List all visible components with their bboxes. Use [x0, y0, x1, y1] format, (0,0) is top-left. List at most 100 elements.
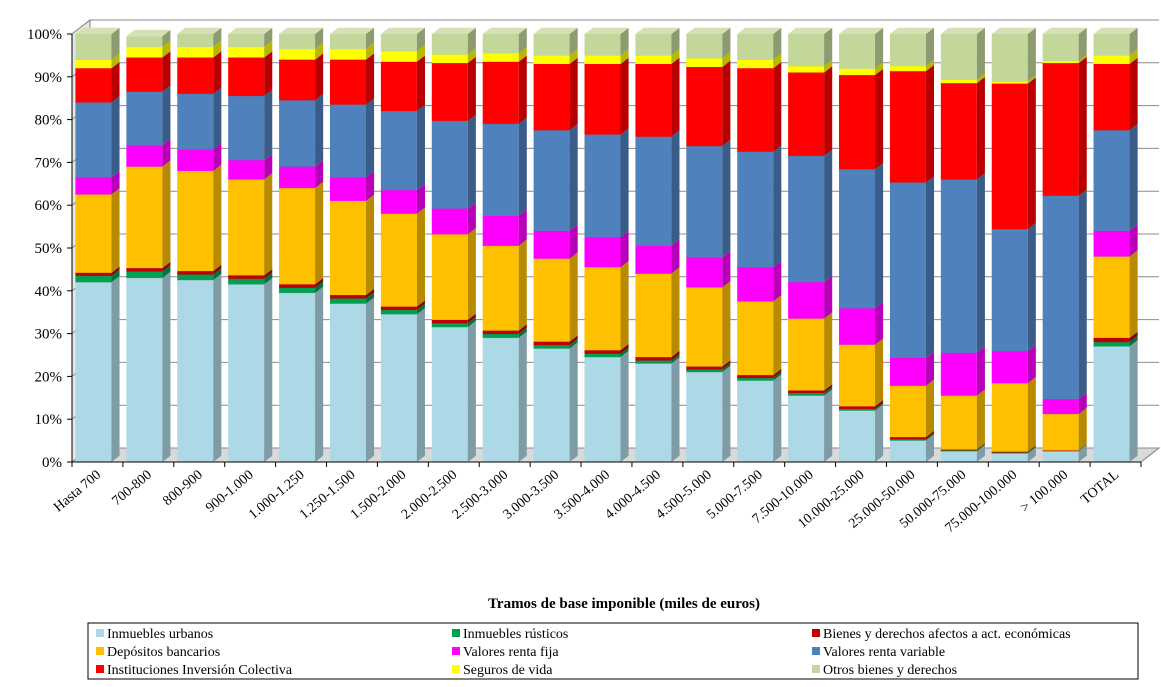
- bar-segment: [279, 53, 323, 100]
- x-tick-label: 2.500-3.000: [450, 468, 511, 523]
- bar-front: [635, 361, 671, 364]
- bar-front: [177, 58, 213, 94]
- y-tick-label: 60%: [35, 198, 63, 214]
- bar-side: [1028, 77, 1036, 229]
- bar-segment: [432, 57, 476, 121]
- bar-front: [330, 105, 366, 178]
- bar-segment: [534, 58, 578, 131]
- bar-segment: [635, 357, 679, 462]
- bar-side: [570, 252, 578, 341]
- bar-front: [686, 67, 722, 146]
- bar-stack: [737, 28, 781, 462]
- bar-front: [1094, 338, 1130, 342]
- bar-side: [264, 173, 272, 275]
- bar-front: [381, 314, 417, 462]
- bar-side: [671, 267, 679, 357]
- bar-stack: [890, 28, 934, 462]
- x-tick-label: > 100.000: [1018, 468, 1071, 516]
- bar-front: [890, 71, 926, 182]
- bar-side: [315, 94, 323, 167]
- bar-segment: [483, 332, 527, 462]
- bar-side: [1028, 345, 1036, 383]
- bar-stack: [228, 28, 272, 462]
- bar-segment: [228, 28, 272, 47]
- legend-label: Inmuebles rústicos: [463, 627, 568, 642]
- bar-front: [75, 177, 111, 194]
- bar-segment: [788, 28, 832, 66]
- bar-segment: [686, 366, 730, 462]
- bar-segment: [839, 404, 883, 462]
- bar-front: [330, 295, 366, 298]
- bar-front: [1094, 64, 1130, 130]
- bar-front: [992, 84, 1028, 230]
- bar-front: [737, 378, 773, 381]
- bar-segment: [483, 56, 527, 124]
- y-tick-label: 90%: [35, 70, 63, 86]
- bar-front: [585, 237, 621, 267]
- bar-front: [534, 349, 570, 462]
- legend-label: Otros bienes y derechos: [823, 663, 957, 678]
- bar-side: [417, 56, 425, 112]
- bar-side: [519, 240, 527, 331]
- y-tick-label: 10%: [35, 412, 63, 428]
- bar-side: [570, 58, 578, 131]
- bar-front: [279, 284, 315, 287]
- bar-front: [432, 327, 468, 462]
- bar-side: [875, 69, 883, 169]
- bar-front: [635, 357, 671, 360]
- bar-side: [417, 308, 425, 462]
- bar-side: [671, 357, 679, 462]
- bar-segment: [534, 342, 578, 462]
- bar-segment: [534, 28, 578, 56]
- bar-segment: [483, 28, 527, 54]
- bar-segment: [992, 223, 1036, 351]
- bar-side: [519, 118, 527, 216]
- bar-side: [722, 366, 730, 462]
- bar-segment: [1094, 28, 1138, 56]
- bar-stack: [788, 28, 832, 462]
- bar-front: [686, 287, 722, 366]
- legend-label: Seguros de vida: [463, 663, 553, 678]
- bar-front: [1043, 399, 1079, 414]
- bar-segment: [941, 173, 985, 353]
- bar-front: [330, 49, 366, 60]
- bar-segment: [585, 351, 629, 462]
- y-tick-label: 30%: [35, 327, 63, 343]
- bar-side: [111, 276, 119, 462]
- bar-segment: [228, 173, 272, 275]
- bar-segment: [330, 53, 374, 104]
- bar-side: [671, 58, 679, 137]
- bar-front: [839, 345, 875, 407]
- bar-front: [432, 121, 468, 209]
- bar-segment: [534, 252, 578, 341]
- bar-side: [111, 96, 119, 177]
- bar-side: [264, 51, 272, 96]
- y-tick-label: 70%: [35, 155, 63, 171]
- bar-front: [381, 307, 417, 310]
- bar-front: [432, 323, 468, 327]
- bar-front: [177, 271, 213, 274]
- legend-item: Instituciones Inversión Colectiva: [96, 663, 293, 678]
- bar-front: [126, 145, 162, 166]
- bar-front: [890, 386, 926, 437]
- bar-side: [468, 115, 476, 209]
- bar-segment: [635, 130, 679, 245]
- legend-label: Instituciones Inversión Colectiva: [107, 663, 293, 678]
- bar-segment: [686, 28, 730, 59]
- bar-side: [977, 347, 985, 396]
- bar-side: [926, 65, 934, 183]
- bar-side: [366, 53, 374, 104]
- bar-segment: [1043, 189, 1087, 399]
- bar-side: [213, 88, 221, 150]
- bar-stack: [839, 28, 883, 462]
- bar-front: [228, 284, 264, 462]
- bar-side: [366, 98, 374, 177]
- bar-segment: [890, 380, 934, 438]
- bar-front: [1094, 34, 1130, 55]
- bar-stack: [992, 28, 1036, 462]
- bar-side: [213, 51, 221, 94]
- bar-side: [111, 62, 119, 103]
- bar-front: [279, 288, 315, 293]
- bar-segment: [839, 163, 883, 308]
